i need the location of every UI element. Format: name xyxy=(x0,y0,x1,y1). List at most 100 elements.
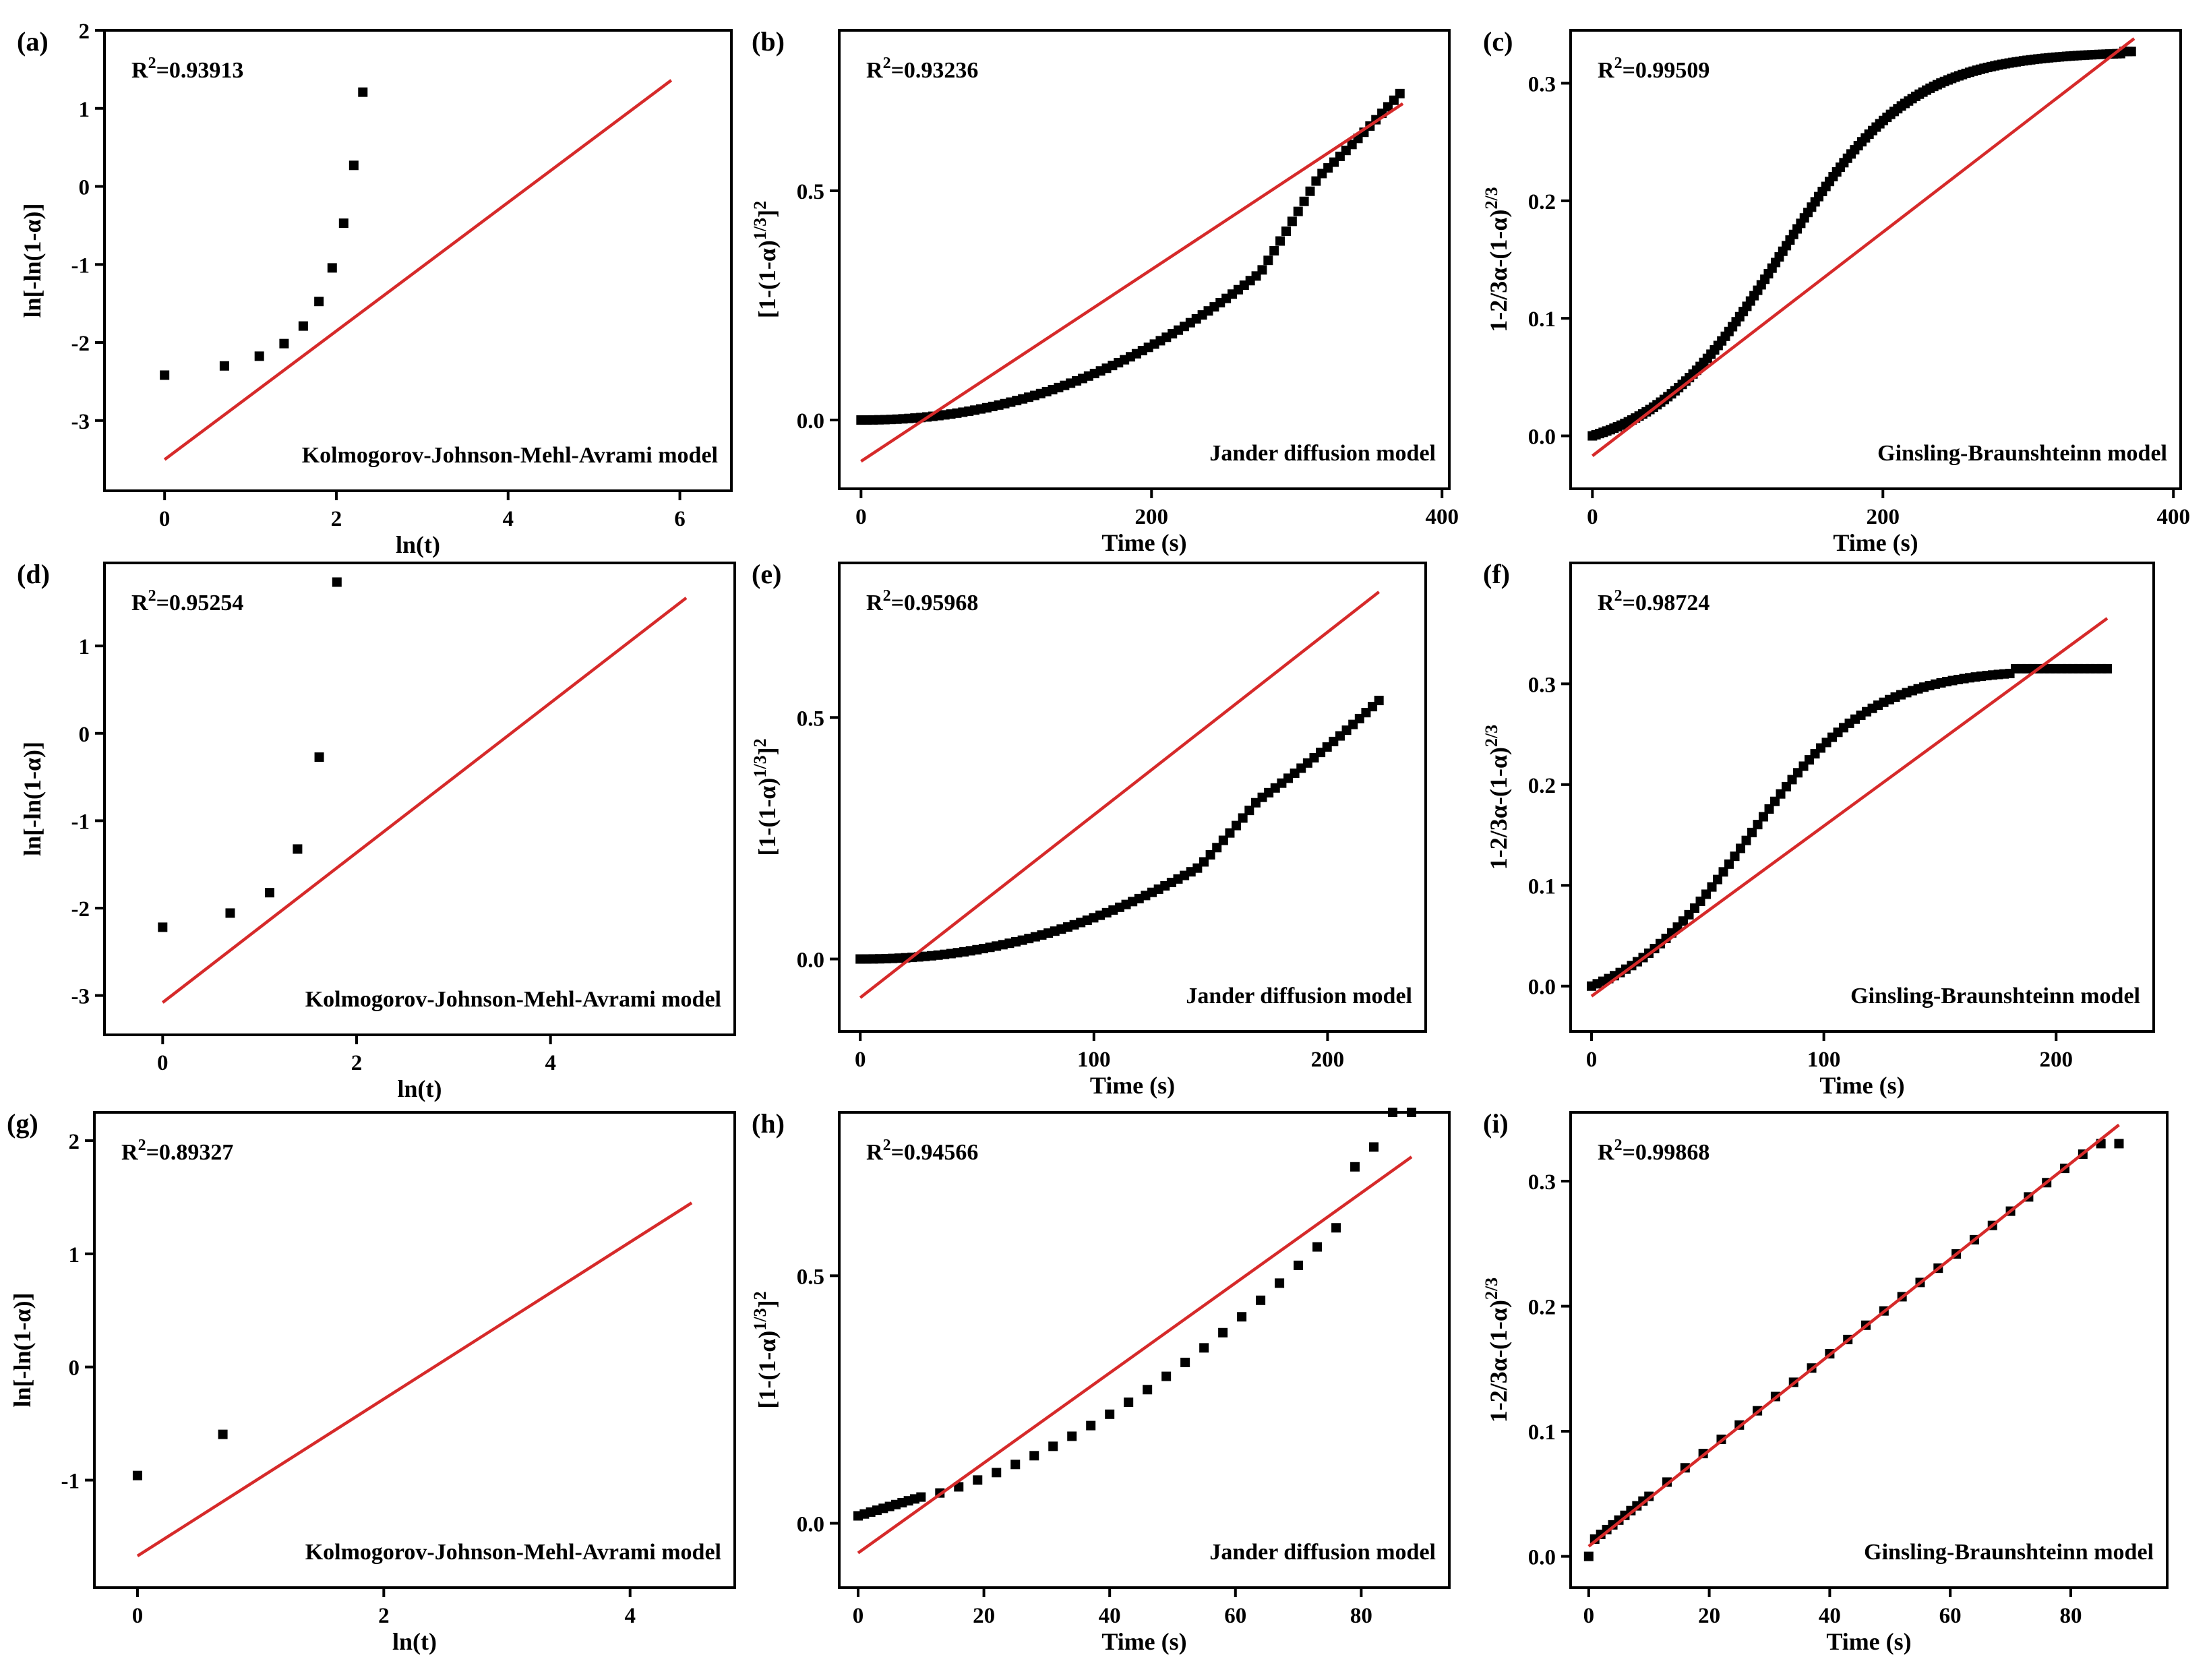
r2-label: R2=0.94566 xyxy=(866,1137,978,1165)
y-tick-label: 0.2 xyxy=(1528,190,1556,214)
x-tick-label: 200 xyxy=(1135,505,1169,529)
x-tick-label: 20 xyxy=(1698,1604,1720,1628)
data-point xyxy=(1205,849,1215,860)
data-point xyxy=(1583,1551,1594,1561)
data-point xyxy=(1010,1460,1021,1470)
fit-line xyxy=(1591,37,2136,457)
y-axis-label: [1-(1-α)1/3]2 xyxy=(750,201,781,318)
data-point xyxy=(219,361,229,371)
data-point xyxy=(1086,1420,1096,1431)
plot-frame xyxy=(838,1111,1451,1589)
y-tick-label: 0 xyxy=(79,176,90,200)
y-tick-label: 0.3 xyxy=(1528,72,1556,96)
r2-label: R2=0.95254 xyxy=(131,587,243,616)
panel-b: 0 200 400 0.0 0.5 (b) R2=0.93236 Jander diffusi… xyxy=(750,26,1459,556)
x-tick-label: 200 xyxy=(1867,505,1900,529)
data-point xyxy=(225,908,235,918)
x-tick-label: 0 xyxy=(1586,1048,1598,1072)
y-tick-label: 1 xyxy=(79,98,90,122)
data-point xyxy=(1718,867,1728,877)
data-point xyxy=(314,297,324,307)
x-tick-label: 80 xyxy=(2059,1604,2082,1628)
x-tick-label: 60 xyxy=(1224,1604,1246,1628)
data-point xyxy=(1237,1312,1247,1322)
x-axis-label: ln(t) xyxy=(392,1628,437,1655)
model-label: Kolmogorov-Johnson-Mehl-Avrami model xyxy=(305,987,721,1012)
data-point xyxy=(1275,1278,1285,1288)
y-tick-label: 0.0 xyxy=(797,949,824,973)
y-axis-label: [1-(1-α)1/3]2 xyxy=(750,738,781,856)
model-label: Ginsling-Braunshteinn model xyxy=(1877,441,2167,466)
plot-frame xyxy=(1569,1111,2169,1589)
data-point xyxy=(1199,1343,1209,1353)
y-axis-label: 1-2/3α-(1-α)2/3 xyxy=(1482,187,1512,332)
data-point xyxy=(1244,806,1254,816)
y-tick-label: -3 xyxy=(71,985,90,1009)
data-point xyxy=(1124,1398,1134,1408)
data-point xyxy=(1759,812,1769,822)
x-tick-label: 0 xyxy=(1583,1604,1595,1628)
data-point xyxy=(1225,828,1235,838)
data-point xyxy=(916,1492,926,1502)
y-axis-label: [1-(1-α)1/3]2 xyxy=(750,1291,781,1408)
y-tick-label: 0.2 xyxy=(1528,774,1556,798)
x-axis-label: Time (s) xyxy=(1819,1072,1904,1099)
y-tick-label: 0.0 xyxy=(1528,425,1556,450)
r2-label: R2=0.93236 xyxy=(866,55,978,83)
data-point xyxy=(264,888,274,898)
data-point xyxy=(1281,227,1291,237)
data-point xyxy=(1212,843,1222,853)
panel-letter: (d) xyxy=(17,559,50,589)
data-point xyxy=(1143,1385,1153,1395)
r2-label: R2=0.99509 xyxy=(1598,55,1709,83)
data-point xyxy=(1218,835,1228,845)
x-tick-label: 4 xyxy=(545,1051,556,1075)
r2-label: R2=0.98724 xyxy=(1598,587,1709,616)
y-tick-label: 0.0 xyxy=(1528,1546,1556,1570)
panel-i: 0 20 40 60 80 0.0 0.1 0.2 0.3 (i) R2=0.99868 Ginsli… xyxy=(1482,1108,2169,1655)
plot-frame xyxy=(103,29,733,492)
y-tick-label: 0.1 xyxy=(1528,1420,1556,1445)
x-axis-label: Time (s) xyxy=(1090,1072,1175,1099)
data-point xyxy=(1741,835,1751,845)
y-tick-label: -2 xyxy=(71,332,90,356)
data-point xyxy=(1747,827,1757,837)
fit-line xyxy=(1590,617,2109,998)
data-point xyxy=(338,218,349,229)
panel-letter: (c) xyxy=(1483,26,1513,57)
x-tick-label: 80 xyxy=(1350,1604,1372,1628)
y-tick-label: 0.5 xyxy=(797,1265,824,1289)
x-tick-label: 0 xyxy=(159,507,171,531)
data-point xyxy=(1161,1371,1172,1381)
x-axis-label: Time (s) xyxy=(1101,529,1186,556)
y-tick-label: 0.0 xyxy=(1528,976,1556,1000)
x-axis-label: Time (s) xyxy=(1101,1628,1186,1655)
x-tick-label: 4 xyxy=(624,1604,636,1628)
plot-frame xyxy=(838,562,1427,1033)
data-point xyxy=(1311,176,1321,186)
y-axis-label: ln[-ln(1-α)] xyxy=(19,203,46,318)
plot-frame xyxy=(103,562,736,1036)
x-tick-label: 2 xyxy=(378,1604,390,1628)
y-tick-label: 0 xyxy=(79,723,90,747)
data-point xyxy=(973,1475,983,1485)
data-point xyxy=(1350,1162,1360,1172)
panel-g: 0 2 4 -1 0 1 2 (g) R2=0.89327 Kolmogorov-Johnson-… xyxy=(7,1108,736,1655)
fit-line xyxy=(163,79,673,461)
model-label: Kolmogorov-Johnson-Mehl-Avrami model xyxy=(305,1540,721,1565)
panel-letter: (a) xyxy=(17,26,49,57)
x-tick-label: 200 xyxy=(2040,1048,2073,1072)
x-tick-label: 400 xyxy=(2156,505,2190,529)
data-point xyxy=(1776,789,1786,799)
x-tick-label: 40 xyxy=(1099,1604,1121,1628)
panel-letter: (f) xyxy=(1483,559,1510,589)
data-point xyxy=(1067,1431,1077,1441)
y-tick-label: 0.3 xyxy=(1528,673,1556,697)
data-point xyxy=(1312,1242,1323,1252)
x-axis-label: ln(t) xyxy=(396,531,440,558)
x-axis-label: ln(t) xyxy=(398,1075,442,1102)
panel-letter: (g) xyxy=(7,1108,38,1139)
fit-line xyxy=(859,591,1381,999)
model-label: Kolmogorov-Johnson-Mehl-Avrami model xyxy=(302,443,718,468)
data-point xyxy=(2126,47,2136,57)
